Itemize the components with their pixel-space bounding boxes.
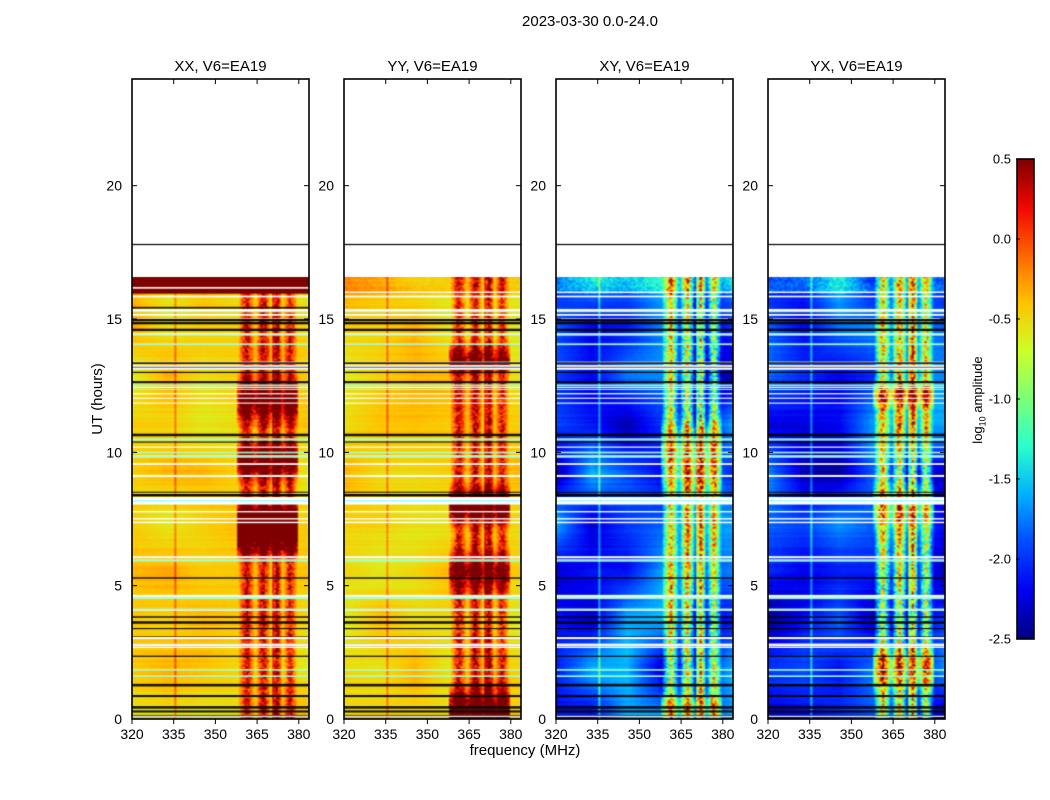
svg-text:320: 320: [332, 726, 356, 742]
svg-text:335: 335: [162, 726, 186, 742]
svg-text:320: 320: [756, 726, 780, 742]
svg-text:380: 380: [499, 726, 523, 742]
svg-text:-1.5: -1.5: [989, 472, 1011, 487]
svg-text:380: 380: [287, 726, 311, 742]
svg-text:365: 365: [881, 726, 905, 742]
svg-text:15: 15: [318, 311, 334, 327]
svg-text:0: 0: [326, 711, 334, 727]
svg-text:5: 5: [114, 578, 122, 594]
svg-text:20: 20: [530, 178, 546, 194]
svg-text:5: 5: [538, 578, 546, 594]
svg-text:320: 320: [544, 726, 568, 742]
svg-text:0: 0: [538, 711, 546, 727]
svg-text:350: 350: [628, 726, 652, 742]
svg-text:15: 15: [530, 311, 546, 327]
svg-text:320: 320: [120, 726, 144, 742]
svg-text:10: 10: [530, 444, 546, 460]
svg-text:-0.5: -0.5: [989, 312, 1011, 327]
svg-text:10: 10: [742, 444, 758, 460]
svg-text:-2.0: -2.0: [989, 552, 1011, 567]
svg-text:20: 20: [742, 178, 758, 194]
svg-text:350: 350: [840, 726, 864, 742]
svg-text:0: 0: [750, 711, 758, 727]
svg-text:350: 350: [416, 726, 440, 742]
svg-text:5: 5: [326, 578, 334, 594]
svg-text:335: 335: [586, 726, 610, 742]
svg-text:0: 0: [114, 711, 122, 727]
svg-text:365: 365: [457, 726, 481, 742]
svg-text:5: 5: [750, 578, 758, 594]
svg-text:10: 10: [318, 444, 334, 460]
svg-text:365: 365: [669, 726, 693, 742]
svg-text:0.5: 0.5: [993, 152, 1011, 167]
svg-text:350: 350: [204, 726, 228, 742]
svg-text:-1.0: -1.0: [989, 392, 1011, 407]
svg-text:335: 335: [798, 726, 822, 742]
svg-text:365: 365: [245, 726, 269, 742]
svg-text:0.0: 0.0: [993, 232, 1011, 247]
svg-text:380: 380: [923, 726, 947, 742]
svg-text:-2.5: -2.5: [989, 632, 1011, 647]
svg-text:15: 15: [742, 311, 758, 327]
svg-text:20: 20: [318, 178, 334, 194]
svg-text:335: 335: [374, 726, 398, 742]
svg-text:380: 380: [711, 726, 735, 742]
